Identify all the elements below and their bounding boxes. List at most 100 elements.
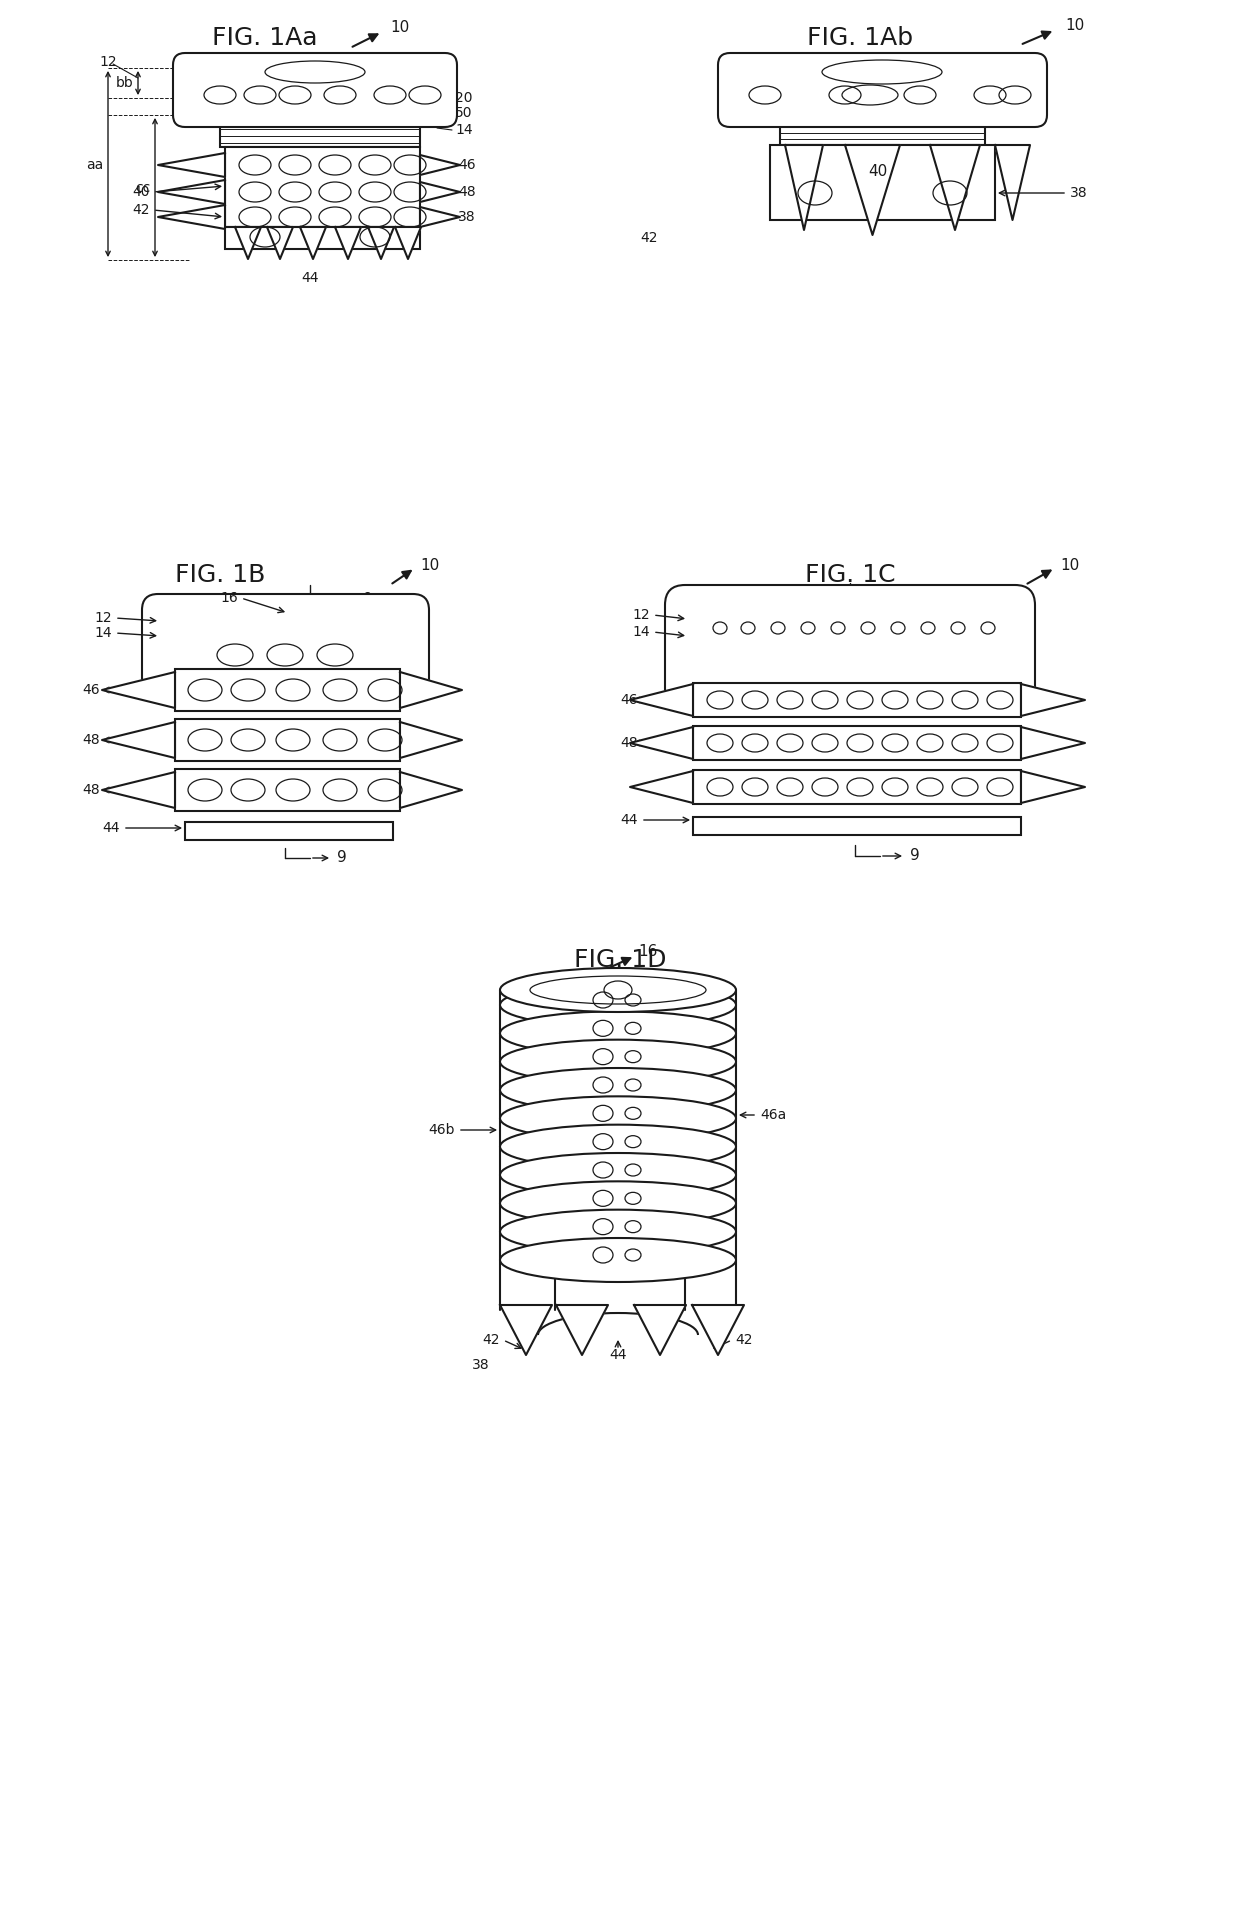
Polygon shape [630,770,693,803]
Polygon shape [267,228,293,259]
Polygon shape [300,228,326,259]
Ellipse shape [500,982,737,1027]
Text: cc: cc [135,181,150,195]
Bar [185,822,393,840]
Bar [770,145,994,220]
Ellipse shape [500,1181,737,1226]
Bar [693,770,1021,805]
Text: 46: 46 [458,158,476,172]
Bar [693,683,1021,718]
Polygon shape [157,152,224,178]
Polygon shape [630,683,693,716]
Polygon shape [157,205,224,230]
Polygon shape [157,179,224,205]
Text: FIG. 1C: FIG. 1C [805,564,895,587]
Bar [780,116,985,145]
Polygon shape [634,1305,686,1355]
Ellipse shape [500,1040,737,1083]
Text: 42: 42 [482,1334,500,1347]
Ellipse shape [500,1011,737,1056]
Polygon shape [420,181,460,203]
Text: 14: 14 [455,124,472,137]
Ellipse shape [500,1096,737,1141]
Text: 14: 14 [632,625,650,639]
Polygon shape [236,228,260,259]
Text: 12: 12 [94,612,112,625]
Text: 42: 42 [735,1334,753,1347]
Polygon shape [994,145,1030,220]
Polygon shape [368,228,394,259]
Polygon shape [692,1305,744,1355]
Polygon shape [1021,770,1085,803]
Bar [693,816,1021,836]
Polygon shape [500,1305,552,1355]
Bar [693,726,1021,760]
Text: 10: 10 [391,21,409,35]
Text: 38: 38 [458,210,476,224]
FancyBboxPatch shape [665,585,1035,710]
Text: 38: 38 [1070,185,1087,201]
Text: 46: 46 [82,683,100,697]
Bar [175,768,401,811]
Polygon shape [1021,728,1085,758]
Text: 40: 40 [133,185,150,199]
Text: 10: 10 [1065,17,1084,33]
Text: 46b: 46b [429,1123,455,1137]
Text: bb: bb [117,75,134,91]
Polygon shape [785,145,823,230]
Polygon shape [556,1305,608,1355]
Text: 42: 42 [133,203,150,216]
Bar [175,720,401,760]
Bar [219,116,420,147]
Polygon shape [420,207,460,228]
Polygon shape [401,772,463,809]
Text: 20: 20 [455,91,472,104]
Text: 40: 40 [868,164,888,179]
Polygon shape [102,772,175,809]
Text: 38: 38 [472,1359,490,1372]
Text: 48: 48 [82,733,100,747]
Text: 48: 48 [458,185,476,199]
Ellipse shape [500,969,737,1011]
Text: 10: 10 [420,558,439,573]
Text: FIG. 1Aa: FIG. 1Aa [212,25,317,50]
Polygon shape [335,228,361,259]
Text: 48: 48 [620,735,639,751]
Text: 44: 44 [103,820,120,836]
Text: FIG. 1Ab: FIG. 1Ab [807,25,913,50]
Text: 42: 42 [640,232,657,245]
Text: 9: 9 [910,849,920,863]
Text: 14: 14 [94,625,112,641]
FancyBboxPatch shape [174,52,458,127]
Text: 48: 48 [82,784,100,797]
Text: 12: 12 [632,608,650,621]
Polygon shape [1021,683,1085,716]
Text: 16: 16 [639,944,657,959]
Polygon shape [844,145,900,235]
Text: FIG. 1D: FIG. 1D [574,948,666,973]
Bar [224,147,420,228]
Text: 16: 16 [221,591,238,604]
Text: 9: 9 [363,593,373,608]
FancyBboxPatch shape [718,52,1047,127]
Text: 44: 44 [301,270,319,286]
Polygon shape [930,145,980,230]
Text: 9: 9 [337,851,347,865]
Ellipse shape [500,1125,737,1170]
Bar [224,228,420,249]
Polygon shape [420,154,460,176]
Text: FIG. 1B: FIG. 1B [175,564,265,587]
Ellipse shape [500,1237,737,1282]
Ellipse shape [500,1067,737,1112]
FancyBboxPatch shape [143,594,429,701]
Text: 46: 46 [620,693,639,706]
Polygon shape [102,722,175,758]
Polygon shape [396,228,422,259]
Text: 12: 12 [99,54,117,69]
Text: 10: 10 [1060,558,1079,573]
Text: 50: 50 [455,106,472,120]
Bar [175,670,401,710]
Text: 44: 44 [609,1347,626,1363]
Ellipse shape [500,1210,737,1254]
Ellipse shape [500,1152,737,1197]
